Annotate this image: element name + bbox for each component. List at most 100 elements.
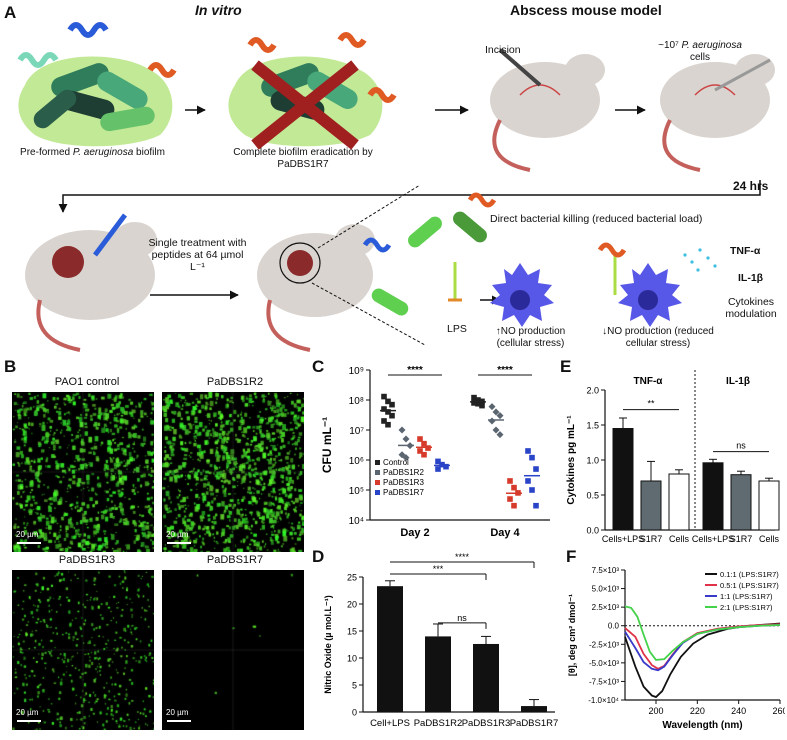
direct-killing-label: Direct bacterial killing (reduced bacter… [490,213,703,225]
y-axis-label: [θ], deg cm² dmol⁻¹ [567,594,577,676]
peptide-helix-icon [337,32,367,48]
micro-title-0: PAO1 control [54,376,120,388]
y-tick-label: 0 [352,708,357,718]
data-point [389,401,395,408]
y-tick-label: 1.0 [586,456,599,466]
significance-label: *** [433,564,444,574]
cytokine-dots-icon [683,248,717,272]
bar [730,474,752,531]
mouse-illustration [490,48,605,172]
peptide-helix-icon [597,242,627,258]
y-tick-label: 0.0 [608,622,620,631]
data-point [533,466,539,472]
inoculum-label: ~10⁷ P. aeruginosa cells [658,40,742,63]
x-tick-label: 200 [648,706,663,716]
legend-marker [375,460,380,465]
tnf-label: TNF-α [730,245,761,257]
y-tick-label: 20 [347,600,357,610]
eradicated-biofilm-illustration [228,56,383,150]
treatment-label: Single treatment with peptides at 64 µmo… [148,237,247,273]
panel-letter-a: A [4,3,17,22]
legend-marker [375,490,380,495]
x-tick-label: 260 [772,706,785,716]
category-label: S1R7 [730,534,753,544]
y-tick-label: 5 [352,681,357,691]
data-point [496,431,504,439]
data-point [525,448,531,454]
in-vitro-heading: In vitro [195,2,242,18]
data-point [533,502,539,509]
y-tick-label: 1.5 [586,421,599,431]
data-point [435,458,441,465]
category-label: PaDBS1R7 [510,718,559,729]
micro-title-3: PaDBS1R7 [206,554,264,566]
significance-label: **** [407,365,423,376]
data-point [417,436,423,442]
data-point [402,454,410,462]
peptide-helix-icon [367,87,397,103]
y-tick-label: 0.5 [586,491,599,501]
data-point [488,403,496,411]
legend-label: 1:1 (LPS:S1R7) [720,592,773,601]
chart-f-cd-spectra: -1.0×10⁴ -7.5×10³ -5.0×10³ -2.5×10³ 0.0 2.5×1… [567,566,785,731]
data-point [471,400,477,406]
data-point [421,451,427,458]
significance-label: **** [455,552,470,562]
data-point [439,461,445,468]
data-point [525,478,531,484]
data-point [492,408,500,416]
chart-c-cfu: 10⁴ 10⁵ 10⁶ 10⁷ 10⁸ 10⁹ CFU mL⁻¹ Day 2 Day 4 ****… [320,365,550,539]
legend-label: PaDBS1R7 [383,488,424,497]
data-point [488,417,496,425]
group-label: IL-1β [726,376,750,387]
microscopy-image-r7: 20 µm [162,570,304,730]
data-point [471,394,477,401]
lps-label: LPS [447,323,467,335]
microscopy-image-pao1: 20 µm [12,392,154,552]
data-point [425,445,431,451]
data-point [402,435,410,443]
bar [425,636,451,712]
bar [758,480,780,531]
panel-letter-e: E [560,357,572,376]
biofilm-caption: Pre-formed P. aeruginosa biofilm [20,147,165,158]
peptide-helix-icon [467,192,497,208]
bar [668,473,690,531]
peptide-helix-icon [147,62,177,78]
biofilm-illustration [18,56,173,147]
legend-label: PaDBS1R2 [383,468,424,477]
significance-label: ns [736,441,746,451]
treated-mouse-illustration [25,213,157,352]
y-tick-label: 10⁵ [349,486,364,497]
panel-letter-b: B [4,357,17,376]
y-tick-label: 0.0 [586,526,599,536]
data-point [381,393,387,400]
data-point [385,398,391,405]
data-point [507,496,513,502]
panel-a-illustration [17,22,775,352]
category-label: Cells [759,534,780,544]
significance-label: ** [647,399,655,409]
significance-label: ns [457,613,467,623]
legend-marker [375,470,380,475]
chart-e-cytokines: 0.0 0.5 1.0 1.5 2.0 Cytokines pg mL⁻¹ TNF-α Cel… [566,370,780,544]
data-point [398,426,406,434]
x-axis-label: Wavelength (nm) [662,720,742,731]
peptide-helix-icon [17,52,59,68]
significance-label: **** [497,365,513,376]
category-label: S1R7 [640,534,663,544]
data-point [479,402,485,409]
y-tick-label: 25 [347,573,357,583]
data-point [507,478,513,484]
no-up-label: ↑NO production (cellular stress) [495,326,566,349]
y-axis-label: Cytokines pg mL⁻¹ [566,415,577,505]
microscopy-image-r3: 20 µm [12,570,154,730]
data-point [529,454,535,461]
y-tick-label: 10⁷ [349,426,364,437]
y-tick-label: 10⁶ [349,456,364,467]
abscess-model-heading: Abscess mouse model [510,2,662,18]
category-label: PaDBS1R3 [462,718,511,729]
data-point [385,409,391,415]
category-label: Cell+LPS [370,718,410,729]
panel-letter-c: C [312,357,325,376]
